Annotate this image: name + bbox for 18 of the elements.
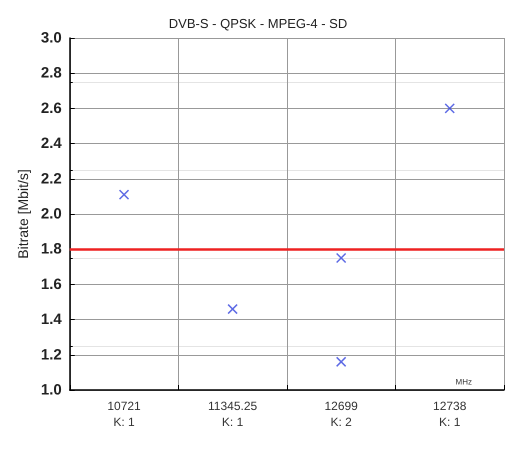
y-tick-label: 2.0 xyxy=(40,206,62,222)
y-tick-label: 1.8 xyxy=(40,240,62,258)
x-axis-title: MHz xyxy=(456,378,472,386)
y-tick-label: 1.4 xyxy=(40,311,62,328)
y-tick-label: 1.2 xyxy=(40,346,62,364)
y-tick-label: 1.6 xyxy=(40,276,62,293)
y-tick-label: 3.0 xyxy=(40,30,62,46)
y-axis-title: Bitrate [Mbit/s] xyxy=(15,169,31,259)
y-tick-label: 2.8 xyxy=(40,64,62,82)
chart-title: DVB-S - QPSK - MPEG-4 - SD xyxy=(168,16,348,31)
y-tick-label: 2.6 xyxy=(40,100,62,117)
x-tick-label: 10721 K: 1 xyxy=(107,399,142,429)
x-tick-label: 12699 K: 2 xyxy=(324,399,358,429)
x-tick-label: 12738 K: 1 xyxy=(433,399,467,429)
y-tick-label: 2.4 xyxy=(40,135,62,152)
y-tick-label: 2.2 xyxy=(40,170,62,188)
y-tick-label: 1.0 xyxy=(40,382,62,398)
x-tick-label: 11345.25 K: 1 xyxy=(208,399,258,429)
